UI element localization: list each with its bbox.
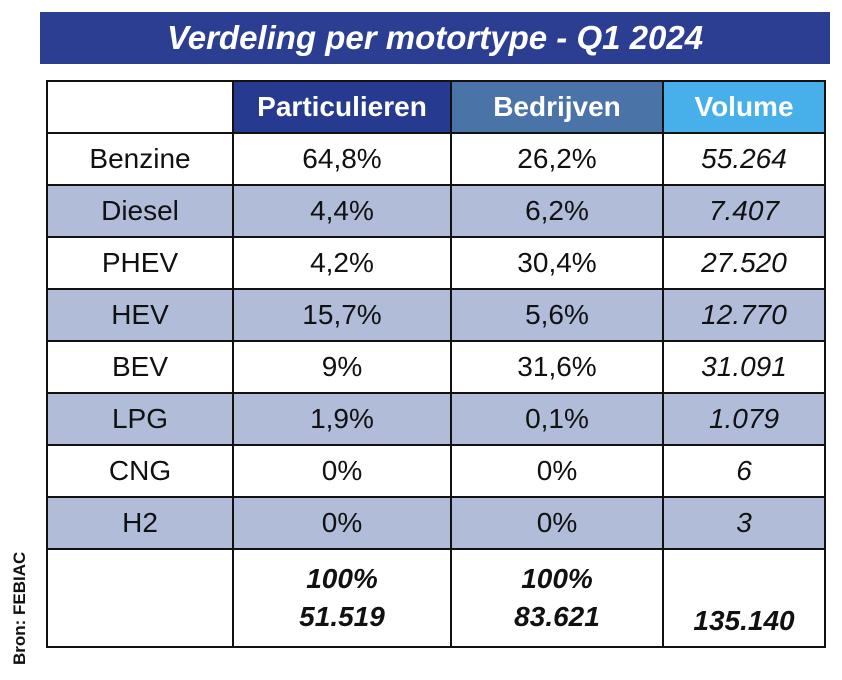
cell-bedrijven: 30,4%: [450, 236, 664, 290]
cell-particulieren: 0%: [232, 444, 452, 498]
row-label: HEV: [46, 288, 234, 342]
table-row: Benzine 64,8% 26,2% 55.264: [46, 132, 826, 186]
table-row: BEV 9% 31,6% 31.091: [46, 340, 826, 394]
cell-volume: 6: [662, 444, 826, 498]
row-label: CNG: [46, 444, 234, 498]
cell-volume: 27.520: [662, 236, 826, 290]
total-volume: 135.140: [662, 548, 826, 648]
table-row: HEV 15,7% 5,6% 12.770: [46, 288, 826, 342]
cell-bedrijven: 5,6%: [450, 288, 664, 342]
source-label: Bron: FEBIAC: [10, 551, 29, 665]
table-row: CNG 0% 0% 6: [46, 444, 826, 498]
row-label: Diesel: [46, 184, 234, 238]
total-label-empty: [46, 548, 234, 648]
cell-bedrijven: 0,1%: [450, 392, 664, 446]
total-bedrijven-pct: 100%: [521, 563, 593, 594]
header-volume: Volume: [662, 80, 826, 134]
cell-volume: 12.770: [662, 288, 826, 342]
cell-particulieren: 4,2%: [232, 236, 452, 290]
cell-bedrijven: 0%: [450, 496, 664, 550]
header-empty: [46, 80, 234, 134]
motortype-table: Particulieren Bedrijven Volume Benzine 64…: [46, 80, 826, 648]
total-particulieren-pct: 100%: [306, 563, 378, 594]
total-row: 100% 51.519 100% 83.621 135.140: [46, 548, 826, 648]
cell-bedrijven: 31,6%: [450, 340, 664, 394]
cell-bedrijven: 0%: [450, 444, 664, 498]
header-bedrijven: Bedrijven: [450, 80, 664, 134]
table-row: LPG 1,9% 0,1% 1.079: [46, 392, 826, 446]
row-label: H2: [46, 496, 234, 550]
row-label: PHEV: [46, 236, 234, 290]
cell-particulieren: 1,9%: [232, 392, 452, 446]
total-particulieren-count: 51.519: [299, 601, 385, 632]
cell-particulieren: 4,4%: [232, 184, 452, 238]
cell-particulieren: 64,8%: [232, 132, 452, 186]
total-bedrijven-count: 83.621: [514, 601, 600, 632]
cell-particulieren: 0%: [232, 496, 452, 550]
row-label: BEV: [46, 340, 234, 394]
cell-bedrijven: 6,2%: [450, 184, 664, 238]
total-bedrijven: 100% 83.621: [450, 548, 664, 648]
cell-volume: 55.264: [662, 132, 826, 186]
table-row: Diesel 4,4% 6,2% 7.407: [46, 184, 826, 238]
cell-volume: 3: [662, 496, 826, 550]
row-label: LPG: [46, 392, 234, 446]
row-label: Benzine: [46, 132, 234, 186]
header-particulieren: Particulieren: [232, 80, 452, 134]
table-row: H2 0% 0% 3: [46, 496, 826, 550]
cell-volume: 1.079: [662, 392, 826, 446]
table-title: Verdeling per motortype - Q1 2024: [40, 12, 830, 64]
table-row: PHEV 4,2% 30,4% 27.520: [46, 236, 826, 290]
cell-particulieren: 9%: [232, 340, 452, 394]
cell-bedrijven: 26,2%: [450, 132, 664, 186]
header-row: Particulieren Bedrijven Volume: [46, 80, 826, 134]
cell-particulieren: 15,7%: [232, 288, 452, 342]
cell-volume: 7.407: [662, 184, 826, 238]
total-particulieren: 100% 51.519: [232, 548, 452, 648]
cell-volume: 31.091: [662, 340, 826, 394]
total-volume-value: 135.140: [693, 605, 795, 636]
